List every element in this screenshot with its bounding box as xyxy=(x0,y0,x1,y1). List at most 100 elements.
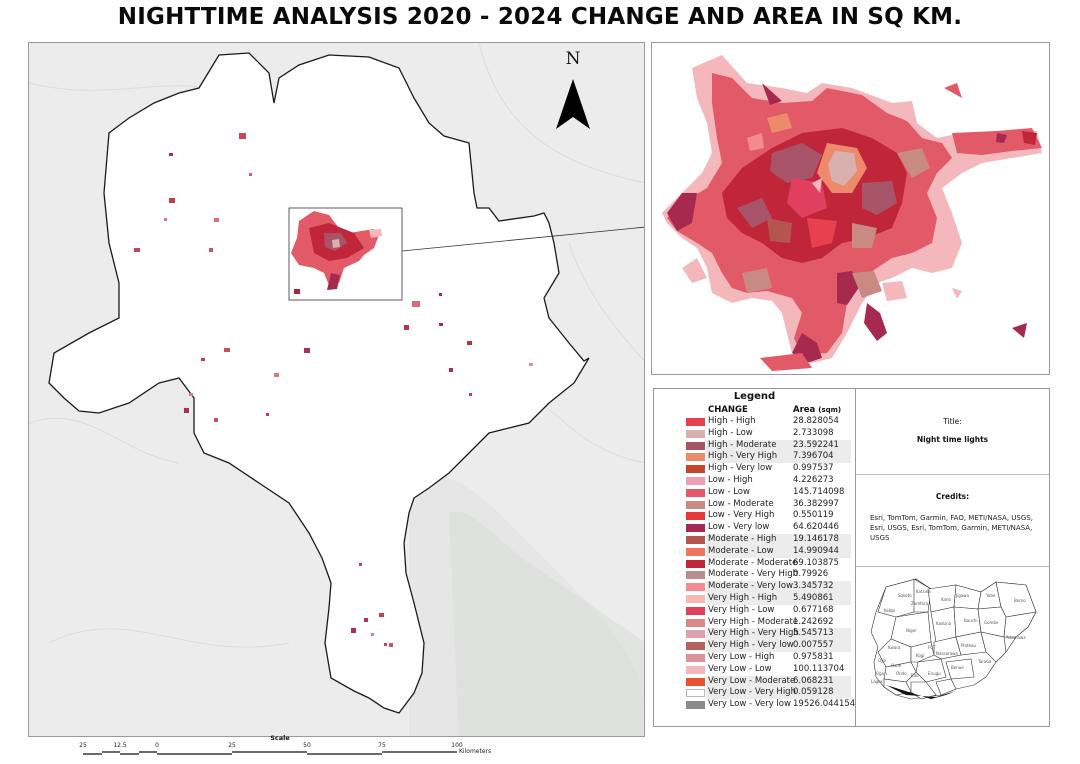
legend-swatch xyxy=(686,571,705,580)
svg-text:Adamawa: Adamawa xyxy=(1006,635,1026,640)
main-map-canvas xyxy=(29,43,644,736)
legend-value: 3.345732 xyxy=(793,581,834,592)
legend-label: Low - Very low xyxy=(708,522,770,533)
legend-value: 0.550119 xyxy=(793,510,834,521)
title-box: Title: Night time lights xyxy=(856,389,1049,475)
legend-row: Low - High 4.226273 xyxy=(654,475,855,487)
legend-column-change: CHANGE xyxy=(708,405,748,415)
legend-column-area-unit: (sqm) xyxy=(818,406,842,414)
svg-text:Kaduna: Kaduna xyxy=(936,621,952,626)
north-label: N xyxy=(565,49,581,69)
scale-tick: 25 xyxy=(228,742,236,749)
legend-row: Moderate - Very low 3.345732 xyxy=(654,581,855,593)
inset-map[interactable] xyxy=(651,42,1050,375)
legend-row: High - Low 2.733098 xyxy=(654,428,855,440)
svg-text:Plateau: Plateau xyxy=(961,643,976,648)
legend-label: Very High - Moderate xyxy=(708,616,799,627)
scale-tick: 25 xyxy=(79,742,87,749)
svg-text:Kebbi: Kebbi xyxy=(884,608,895,613)
north-arrow-icon xyxy=(556,79,590,129)
legend-swatch xyxy=(686,547,705,556)
legend-row: High - High 28.828054 xyxy=(654,416,855,428)
legend-label: High - Moderate xyxy=(708,439,777,450)
scale-bar: 25 12.5 0 25 50 75 100 Kilometers xyxy=(60,742,491,762)
legend-column-area-label: Area xyxy=(793,405,816,415)
scale-tick: 0 xyxy=(155,742,159,749)
legend-value: 0.79926 xyxy=(793,569,829,580)
city-cluster xyxy=(291,211,382,290)
legend-label: Very High - Very low xyxy=(708,640,794,651)
svg-text:Kano: Kano xyxy=(941,597,952,602)
legend-swatch xyxy=(686,453,705,462)
legend-label: Moderate - Very low xyxy=(708,581,794,592)
svg-text:Ogun: Ogun xyxy=(876,671,887,676)
legend-swatch xyxy=(686,476,705,485)
legend-row: High - Moderate 23.592241 xyxy=(654,439,855,452)
legend-value: 19526.044154 xyxy=(793,699,856,710)
legend-row: Low - Very High 0.550119 xyxy=(654,510,855,522)
legend-row: Moderate - High 19.146178 xyxy=(654,533,855,546)
legend-label: Moderate - Low xyxy=(708,545,774,556)
legend-label: Moderate - High xyxy=(708,533,777,544)
svg-text:Niger: Niger xyxy=(906,628,917,633)
legend-row: Very High - Very High 5.545713 xyxy=(654,628,855,641)
legend-value: 64.620446 xyxy=(793,522,839,533)
credits-label: Credits: xyxy=(935,492,970,501)
scale-tick: 75 xyxy=(378,742,386,749)
legend-row: High - Very High 7.396704 xyxy=(654,451,855,464)
svg-text:Oyo: Oyo xyxy=(878,658,887,663)
nigeria-locator-icon: Sokoto Katsina Jigawa Yobe Borno Kebbi Zamfa… xyxy=(870,578,1037,700)
legend-swatch xyxy=(686,642,705,651)
scale-title: Scale xyxy=(270,734,290,742)
legend-swatch xyxy=(686,512,705,521)
legend-label: High - Very High xyxy=(708,451,778,462)
svg-text:Edo: Edo xyxy=(911,673,919,678)
main-map[interactable]: N xyxy=(28,42,645,737)
legend-row: Very High - Moderate 1.242692 xyxy=(654,617,855,629)
svg-text:Gombe: Gombe xyxy=(984,620,999,625)
inset-map-canvas xyxy=(662,55,1042,371)
legend-rows: High - High 28.828054 High - Low 2.733098 … xyxy=(654,416,855,711)
legend-label: Low - Very High xyxy=(708,510,775,521)
legend-row: Very High - Low 0.677168 xyxy=(654,605,855,617)
legend-label: Very High - Very High xyxy=(708,628,799,639)
legend-label: High - Very low xyxy=(708,463,773,474)
svg-text:Jigawa: Jigawa xyxy=(955,593,970,598)
legend-panel: Legend CHANGE Area (sqm) High - High 28.8… xyxy=(653,388,856,727)
locator-map[interactable]: Sokoto Katsina Jigawa Yobe Borno Kebbi Zamfa… xyxy=(856,567,1049,728)
legend-value: 0.975831 xyxy=(793,651,834,662)
legend-value: 1.242692 xyxy=(793,616,834,627)
legend-swatch xyxy=(686,665,705,674)
legend-label: Moderate - Very High xyxy=(708,569,799,580)
legend-swatch xyxy=(686,677,705,686)
legend-label: Very Low - High xyxy=(708,651,775,662)
legend-row: Low - Low 145.714098 xyxy=(654,487,855,499)
scale-tick: 50 xyxy=(303,742,311,749)
legend-label: Very Low - Very low xyxy=(708,699,791,710)
legend-swatch xyxy=(686,594,705,603)
svg-text:Lagos: Lagos xyxy=(871,679,883,684)
svg-text:Nassarawa: Nassarawa xyxy=(936,651,958,656)
legend-swatch xyxy=(686,429,705,438)
legend-row: Very Low - Low 100.113704 xyxy=(654,664,855,676)
legend-row: Low - Moderate 36.382997 xyxy=(654,499,855,511)
legend-value: 100.113704 xyxy=(793,663,845,674)
legend-row: Very High - Very low 0.007557 xyxy=(654,640,855,652)
svg-text:Taraba: Taraba xyxy=(977,659,992,664)
scale-tick: 12.5 xyxy=(113,742,127,749)
credits-box: Credits: Esri, TomTom, Garmin, FAO, METI… xyxy=(856,475,1049,567)
legend-label: High - Low xyxy=(708,427,753,438)
title-label: Title: xyxy=(943,417,962,426)
legend-row: Moderate - Very High 0.79926 xyxy=(654,569,855,581)
legend-value: 19.146178 xyxy=(793,533,839,544)
svg-text:Kwara: Kwara xyxy=(888,645,901,650)
legend-label: Low - High xyxy=(708,474,753,485)
legend-label: Very High - High xyxy=(708,592,778,603)
legend-row: Moderate - Low 14.990944 xyxy=(654,545,855,558)
page-title: NIGHTTIME ANALYSIS 2020 - 2024 CHANGE AN… xyxy=(117,4,963,30)
legend-swatch xyxy=(686,583,705,592)
region-boundary xyxy=(48,52,590,714)
svg-text:Ondo: Ondo xyxy=(896,671,907,676)
svg-text:Benue: Benue xyxy=(951,665,964,670)
north-arrow: N xyxy=(553,49,593,131)
